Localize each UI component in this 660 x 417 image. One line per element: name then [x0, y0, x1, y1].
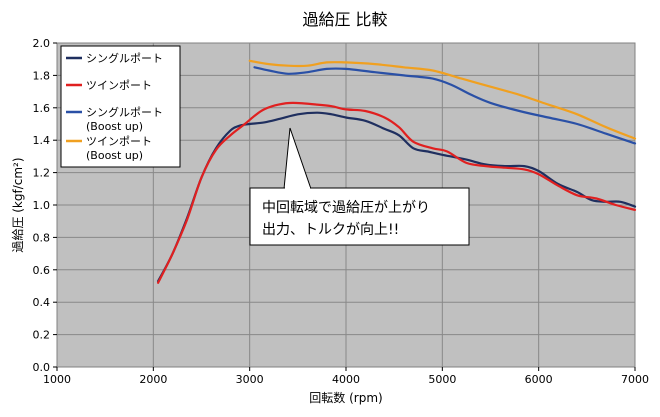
y-tick-label-1.6: 1.6	[33, 102, 51, 115]
legend: シングルポート ツインポート シングルポート (Boost up) ツインポート…	[60, 45, 181, 168]
x-tick-label-2000: 2000	[139, 373, 167, 386]
x-axis-ticks: 1000 2000 3000 4000 5000 6000 7000	[43, 367, 649, 386]
legend-entry-single-port-boost-up: シングルポート (Boost up)	[66, 105, 167, 133]
x-tick-label-7000: 7000	[621, 373, 649, 386]
legend-entry-single-port: シングルポート	[66, 51, 163, 65]
legend-box	[60, 45, 181, 168]
x-tick-label-3000: 3000	[236, 373, 264, 386]
series-line-single-port	[157, 111, 637, 283]
legend-entry-twin-port: ツインポート	[66, 79, 152, 92]
legend-label-single-port: シングルポート	[86, 51, 163, 65]
legend-label-single-port-boost-up-line2: (Boost up)	[86, 120, 143, 133]
legend-label-twin-port: ツインポート	[86, 79, 152, 92]
legend-label-single-port-boost-up: シングルポート (Boost up)	[86, 105, 167, 133]
y-tick-label-1.4: 1.4	[33, 134, 51, 147]
x-tick-label-5000: 5000	[428, 373, 456, 386]
series-lines	[157, 59, 637, 284]
x-tick-label-6000: 6000	[525, 373, 553, 386]
y-axis-ticks: 0.0 0.2 0.4 0.6 0.8 1.0 1.2 1.4 1.6 1.8 2.0	[33, 37, 57, 374]
y-axis-label: 過給圧 (kgf/cm²)	[11, 157, 25, 252]
y-tick-label-0.2: 0.2	[33, 329, 51, 342]
legend-label-twin-port-boost-up-line1: ツインポート	[86, 135, 152, 148]
legend-label-twin-port-boost-up: ツインポート (Boost up)	[86, 135, 156, 162]
x-tick-label-1000: 1000	[43, 373, 71, 386]
callout-line-1: 中回転域で過給圧が上がり	[262, 200, 430, 216]
chart-title: 過給圧 比較	[302, 10, 387, 29]
legend-entry-twin-port-boost-up: ツインポート (Boost up)	[66, 135, 156, 162]
x-axis-label: 回転数 (rpm)	[309, 390, 382, 405]
series-line-twin-port-boost-up	[248, 59, 637, 140]
series-line-single-port-boost-up	[253, 66, 637, 145]
y-tick-label-2.0: 2.0	[33, 37, 51, 50]
annotation-callout: 中回転域で過給圧が上がり 出力、トルクが向上!!	[249, 127, 470, 246]
callout-line-2: 出力、トルクが向上!!	[262, 222, 399, 238]
x-tick-label-4000: 4000	[332, 373, 360, 386]
legend-label-single-port-boost-up-line1: シングルポート	[86, 105, 163, 119]
y-tick-label-0.6: 0.6	[33, 264, 51, 277]
y-tick-label-1.8: 1.8	[33, 69, 51, 82]
callout-box	[249, 187, 470, 246]
y-tick-label-0.8: 0.8	[33, 231, 51, 244]
legend-label-twin-port-boost-up-line2: (Boost up)	[86, 149, 143, 162]
series-line-twin-port	[157, 101, 637, 284]
y-tick-label-0.4: 0.4	[33, 296, 51, 309]
y-tick-label-1.0: 1.0	[33, 199, 51, 212]
y-tick-label-0.0: 0.0	[33, 361, 51, 374]
y-tick-label-1.2: 1.2	[33, 167, 51, 180]
